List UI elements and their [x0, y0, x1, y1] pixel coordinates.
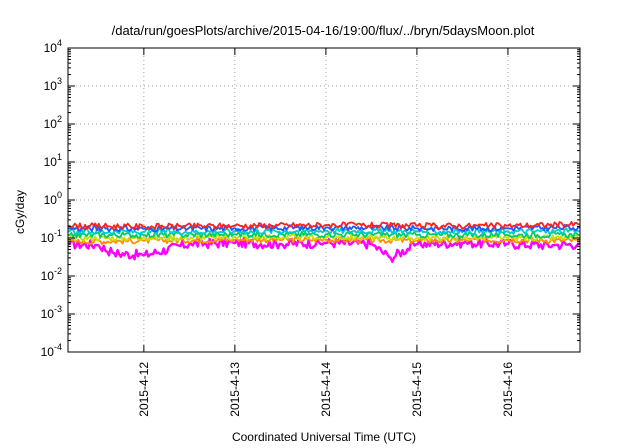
y-tick-label: 10-2	[41, 266, 62, 283]
x-tick-label: 2015-4-14	[319, 362, 333, 417]
x-tick-label: 2015-4-16	[501, 362, 515, 417]
x-tick-label: 2015-4-12	[137, 362, 151, 417]
y-tick-label: 10-3	[41, 304, 62, 321]
y-tick-label: 104	[44, 38, 62, 55]
series-line	[68, 221, 580, 231]
series-line	[68, 230, 580, 239]
y-axis: 10-4 10-3 10-2 10-1 100 101 102 103 104	[41, 38, 580, 359]
y-tick-label: 10-4	[41, 342, 62, 359]
chart-title: /data/run/goesPlots/archive/2015-04-16/1…	[112, 23, 535, 38]
y-tick-label: 100	[44, 190, 62, 207]
y-tick-label: 101	[44, 152, 62, 169]
x-axis-label: Coordinated Universal Time (UTC)	[232, 430, 416, 444]
y-tick-label: 102	[44, 114, 62, 131]
y-tick-label: 10-1	[41, 228, 62, 245]
x-tick-label: 2015-4-13	[228, 362, 242, 417]
y-axis-label: cGy/day	[13, 190, 27, 234]
series-group	[67, 221, 581, 263]
x-axis: 2015-4-12 2015-4-13 2015-4-14 2015-4-15 2015…	[137, 48, 515, 417]
x-tick-label: 2015-4-15	[410, 362, 424, 417]
y-tick-label: 103	[44, 76, 62, 93]
